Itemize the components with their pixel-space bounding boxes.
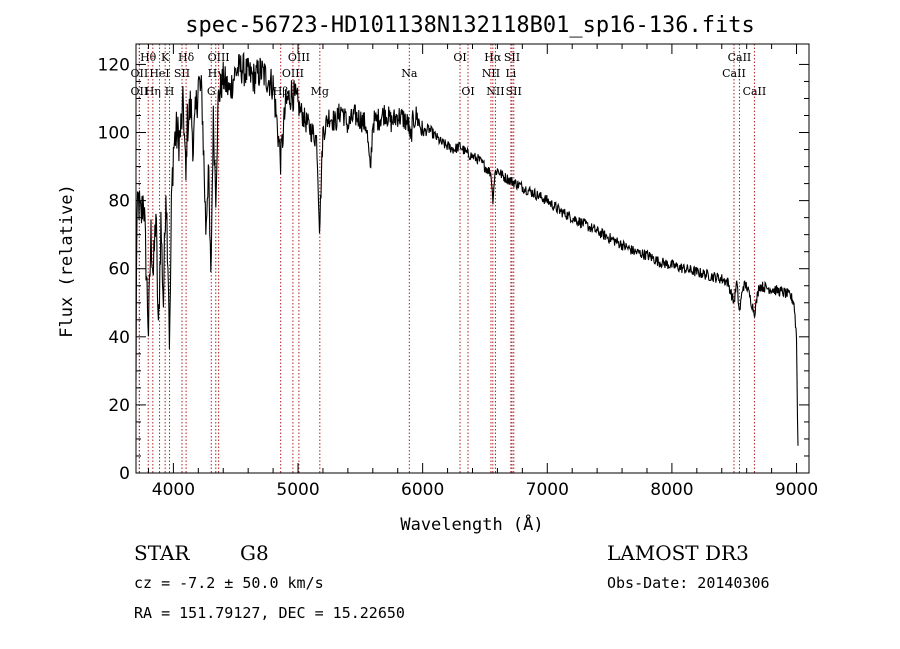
line-label-caii: CaII <box>728 51 752 64</box>
line-label-nii: NII <box>486 85 504 98</box>
line-label-g: G <box>207 85 216 98</box>
y-tick-label: 100 <box>98 124 130 144</box>
y-tick-label: 80 <box>108 192 130 212</box>
line-label-hα: Hα <box>484 51 502 64</box>
x-tick-label: 5000 <box>276 480 319 500</box>
line-label-hη: Hη <box>145 85 161 98</box>
line-label-li: Li <box>505 67 516 80</box>
x-axis-ticks: 4000 5000 6000 7000 8000 9000 <box>147 44 818 500</box>
line-label-k: K <box>161 51 170 64</box>
observation-date: Obs-Date: 20140306 <box>607 574 770 592</box>
x-tick-label: 8000 <box>650 480 693 500</box>
line-label-oi: OI <box>461 85 474 98</box>
plot-frame <box>135 43 810 474</box>
x-tick-label: 4000 <box>152 480 195 500</box>
line-label-hδ: Hδ <box>178 51 195 64</box>
line-label-hei: HeI <box>149 67 169 80</box>
y-tick-label: 120 <box>98 55 130 75</box>
line-label-nii: NII <box>482 67 500 80</box>
redshift-cz: cz = -7.2 ± 50.0 km/s <box>134 574 324 592</box>
line-label-oi: OI <box>453 51 466 64</box>
x-tick-label: 9000 <box>775 480 818 500</box>
line-label-hβ: Hβ <box>273 85 289 98</box>
y-tick-label: 60 <box>108 260 130 280</box>
survey-name: LAMOST DR3 <box>607 541 749 565</box>
line-label-h: H <box>165 85 175 98</box>
line-label-oiii: OIII <box>282 67 304 80</box>
y-axis-label: Flux (relative) <box>57 184 77 338</box>
line-label-na: Na <box>401 67 418 80</box>
object-subclass: G8 <box>240 541 269 565</box>
spectral-line-markers <box>138 44 755 473</box>
line-label-hθ: Hθ <box>140 51 157 64</box>
line-label-oii: OII <box>131 67 149 80</box>
line-label-mg: Mg <box>311 85 329 98</box>
y-tick-label: 0 <box>119 464 130 484</box>
line-label-sii: SII <box>174 67 190 80</box>
line-label-oiii: OIII <box>288 51 310 64</box>
line-label-oiii: OIII <box>208 51 230 64</box>
spectrum-line <box>135 51 799 446</box>
x-axis-label: Wavelength (Å) <box>400 513 543 535</box>
chart-title: spec-56723-HD101138N132118B01_sp16-136.f… <box>185 13 755 38</box>
line-label-caii: CaII <box>722 67 746 80</box>
x-tick-label: 7000 <box>526 480 569 500</box>
coordinates: RA = 151.79127, DEC = 15.22650 <box>134 604 405 622</box>
line-label-sii: SII <box>506 85 522 98</box>
line-label-oii: OII <box>131 85 149 98</box>
line-label-caii: CaII <box>743 85 767 98</box>
object-class: STAR <box>134 541 190 565</box>
line-label-sii: SII <box>504 51 520 64</box>
y-tick-label: 20 <box>108 396 130 416</box>
y-axis-ticks: 0 20 40 60 80 100 120 <box>98 55 809 484</box>
y-tick-label: 40 <box>108 328 130 348</box>
x-tick-label: 6000 <box>401 480 444 500</box>
